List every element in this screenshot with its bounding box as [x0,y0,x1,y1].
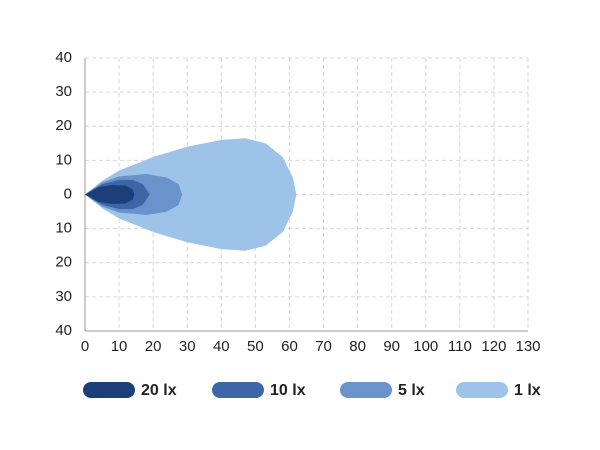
isolux-area [85,184,135,205]
y-tick-label: 20 [55,254,72,271]
x-tick-label: 90 [383,338,400,355]
x-tick-label: 110 [448,338,472,355]
legend-label: 5 lx [398,382,425,399]
x-tick-label: 100 [413,338,438,355]
x-tick-label: 60 [281,338,298,355]
x-tick-label: 130 [515,338,540,355]
x-tick-label: 70 [315,338,332,355]
x-tick-label: 120 [481,338,506,355]
legend-swatch [212,382,264,398]
legend-label: 10 lx [270,382,306,399]
x-tick-label: 0 [81,338,89,355]
legend-label: 20 lx [141,382,177,399]
x-tick-label: 30 [179,338,196,355]
y-tick-label: 0 [64,185,72,202]
x-tick-label: 80 [349,338,366,355]
y-tick-label: 40 [55,322,72,339]
y-tick-label: 20 [55,117,72,134]
isolux-area [85,138,297,251]
y-tick-label: 10 [55,151,72,168]
legend-label: 1 lx [514,382,541,399]
y-tick-label: 30 [55,288,72,305]
legend-swatch [456,382,508,398]
y-tick-label: 40 [55,49,72,66]
x-tick-label: 10 [111,338,128,355]
x-tick-label: 50 [247,338,264,355]
legend-swatch [83,382,135,398]
y-tick-label: 10 [55,220,72,237]
x-tick-label: 40 [213,338,230,355]
y-tick-label: 30 [55,83,72,100]
legend-swatch [340,382,392,398]
x-tick-label: 20 [145,338,162,355]
